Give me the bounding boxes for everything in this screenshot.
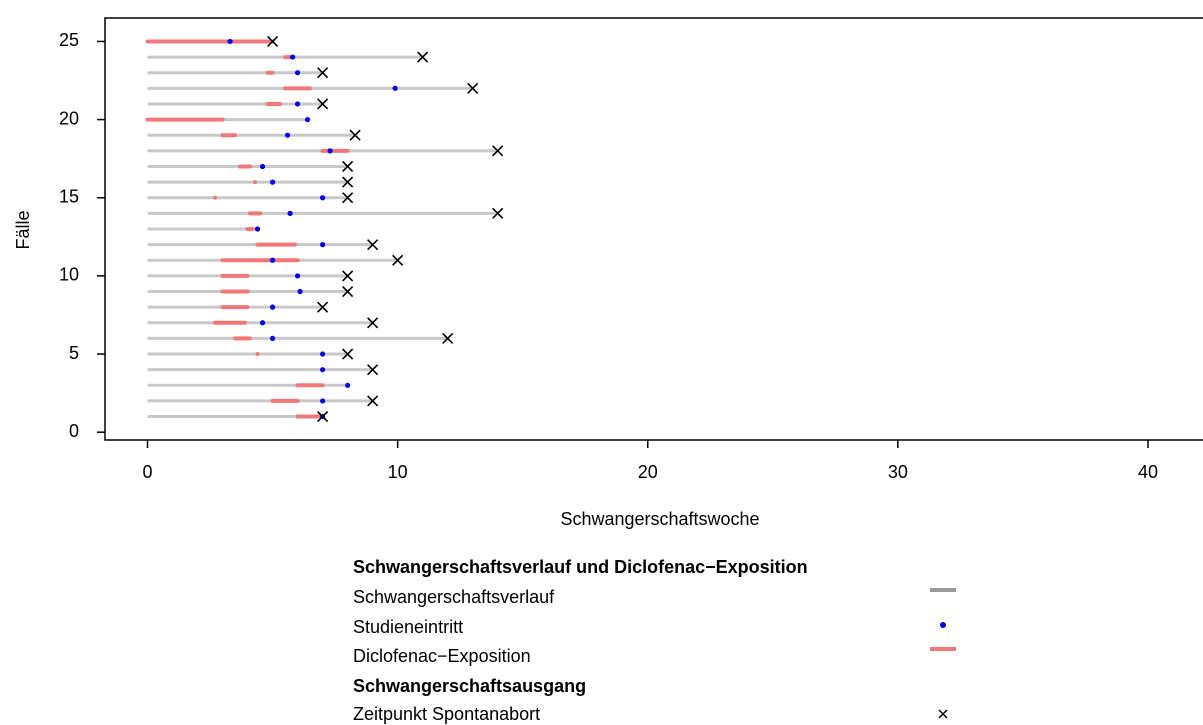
abortion: [392, 254, 404, 266]
legend-label: Schwangerschaftsverlauf: [353, 587, 555, 607]
abortion: [317, 98, 329, 110]
abortion: [342, 270, 354, 282]
study-entry: [294, 70, 301, 76]
abortion: [417, 51, 429, 63]
abortion: [317, 67, 329, 79]
legend-label: Diclofenac−Exposition: [353, 646, 531, 666]
study-entry: [319, 367, 326, 373]
study-entry: [269, 335, 276, 342]
x-axis-label: Schwangerschaftswoche: [560, 509, 759, 529]
study-entry: [294, 101, 301, 107]
abortion: [317, 410, 329, 423]
study-entry: [319, 398, 326, 404]
plot-frame: [104, 17, 1203, 441]
abortion: [349, 129, 361, 141]
abortion: [367, 239, 379, 251]
legend-title: Schwangerschaftsausgang: [353, 676, 586, 696]
abortion: [492, 145, 504, 157]
abortion: [442, 332, 454, 344]
legend-key: [938, 709, 948, 719]
study-entry: [284, 132, 291, 138]
study-entry: [259, 163, 266, 170]
abortion: [492, 207, 504, 219]
legend-key: [940, 622, 946, 628]
study-entry: [227, 38, 233, 45]
study-entry: [319, 242, 326, 248]
study-entry: [297, 288, 303, 295]
study-entry: [254, 226, 261, 232]
abortion: [342, 160, 354, 173]
y-tick-label: 15: [59, 186, 79, 206]
abortion: [467, 82, 479, 94]
study-entry: [269, 257, 276, 263]
y-axis-label: Fälle: [13, 210, 33, 249]
y-tick-label: 5: [69, 343, 79, 363]
abortion: [367, 317, 379, 329]
abortion: [367, 364, 379, 376]
x-tick-label: 10: [388, 462, 408, 482]
study-entry: [304, 116, 311, 123]
y-tick-label: 0: [69, 421, 79, 441]
x-tick-label: 20: [638, 462, 658, 482]
abortion: [317, 301, 329, 313]
study-entry: [345, 382, 351, 388]
abortion: [267, 35, 279, 48]
legend-label: Zeitpunkt Spontanabort: [353, 704, 540, 724]
study-entry: [319, 195, 326, 201]
x-tick-label: 40: [1138, 462, 1158, 482]
study-entry: [269, 304, 276, 310]
abortion: [342, 348, 354, 360]
x-tick-label: 30: [888, 462, 908, 482]
study-entry: [327, 148, 333, 154]
abortion: [342, 192, 354, 204]
study-entry: [289, 54, 296, 60]
study-entry: [287, 210, 293, 216]
y-tick-label: 20: [59, 108, 79, 128]
study-entry: [259, 320, 266, 326]
abortion: [367, 395, 379, 407]
legend-title: Schwangerschaftsverlauf und Diclofenac−E…: [353, 557, 808, 577]
y-tick-label: 25: [59, 30, 79, 50]
study-entry: [269, 179, 276, 185]
y-tick-label: 10: [59, 265, 79, 285]
study-entry: [294, 273, 301, 279]
abortion: [342, 285, 354, 298]
study-entry: [319, 351, 326, 357]
x-tick-label: 0: [143, 462, 153, 482]
legend-label: Studieneintritt: [353, 617, 463, 637]
study-entry: [392, 85, 398, 91]
abortion: [342, 176, 354, 188]
